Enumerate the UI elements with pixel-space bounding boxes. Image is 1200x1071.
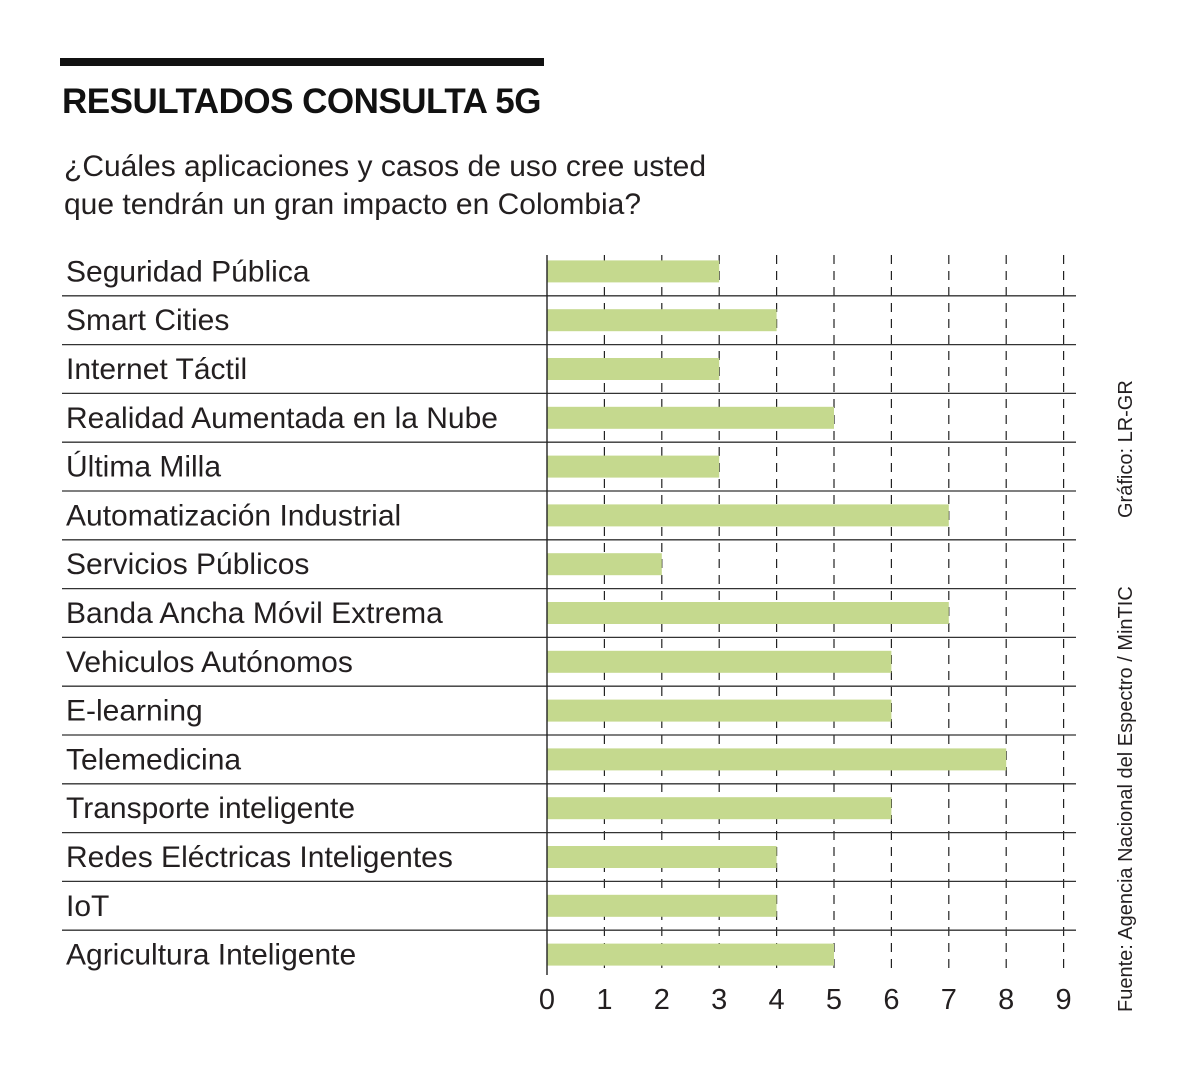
bar [547, 260, 720, 283]
category-label: Seguridad Pública [66, 255, 310, 288]
bar [547, 797, 892, 820]
chart-subtitle: ¿Cuáles aplicaciones y casos de uso cree… [64, 148, 706, 224]
category-label: Telemedicina [66, 743, 241, 776]
category-label: Internet Táctil [66, 353, 247, 386]
tick-label: 2 [654, 984, 670, 1016]
subtitle-line: que tendrán un gran impacto en Colombia? [64, 188, 642, 221]
bar [547, 553, 662, 576]
tick-label: 8 [998, 984, 1014, 1016]
bar [547, 309, 777, 332]
bar [547, 894, 777, 917]
title-rule [60, 58, 544, 66]
tick-label: 6 [883, 984, 899, 1016]
category-label: Última Milla [66, 451, 221, 484]
bar [547, 406, 834, 429]
category-label: Realidad Aumentada en la Nube [66, 402, 498, 435]
source-credit: Fuente: Agencia Nacional del Espectro / … [1115, 586, 1137, 1012]
bar [547, 358, 720, 380]
category-label: IoT [66, 890, 109, 923]
bar [547, 455, 720, 478]
category-label: Transporte inteligente [66, 792, 355, 825]
bar [547, 846, 777, 868]
subtitle-line: ¿Cuáles aplicaciones y casos de uso cree… [64, 150, 707, 183]
tick-label: 3 [711, 984, 727, 1016]
tick-label: 1 [596, 984, 612, 1016]
bar [547, 504, 949, 527]
tick-label: 0 [539, 984, 555, 1016]
chart-title: RESULTADOS CONSULTA 5G [62, 82, 542, 121]
category-label: Vehiculos Autónomos [66, 646, 353, 679]
category-label: Redes Eléctricas Inteligentes [66, 841, 453, 874]
category-label: Agricultura Inteligente [66, 939, 356, 972]
tick-label: 7 [941, 984, 957, 1016]
tick-label: 4 [769, 984, 785, 1016]
category-label: Automatización Industrial [66, 499, 401, 532]
graphic-credit: Gráfico: LR-GR [1115, 380, 1137, 518]
category-label: E-learning [66, 695, 203, 728]
tick-label: 5 [826, 984, 842, 1016]
category-label: Servicios Públicos [66, 548, 309, 581]
bar [547, 699, 892, 722]
bar [547, 650, 892, 673]
category-label: Banda Ancha Móvil Extrema [66, 597, 443, 630]
bar [547, 943, 834, 966]
bar [547, 602, 949, 624]
tick-label: 9 [1056, 984, 1072, 1016]
bar [547, 748, 1007, 771]
category-label: Smart Cities [66, 304, 229, 337]
